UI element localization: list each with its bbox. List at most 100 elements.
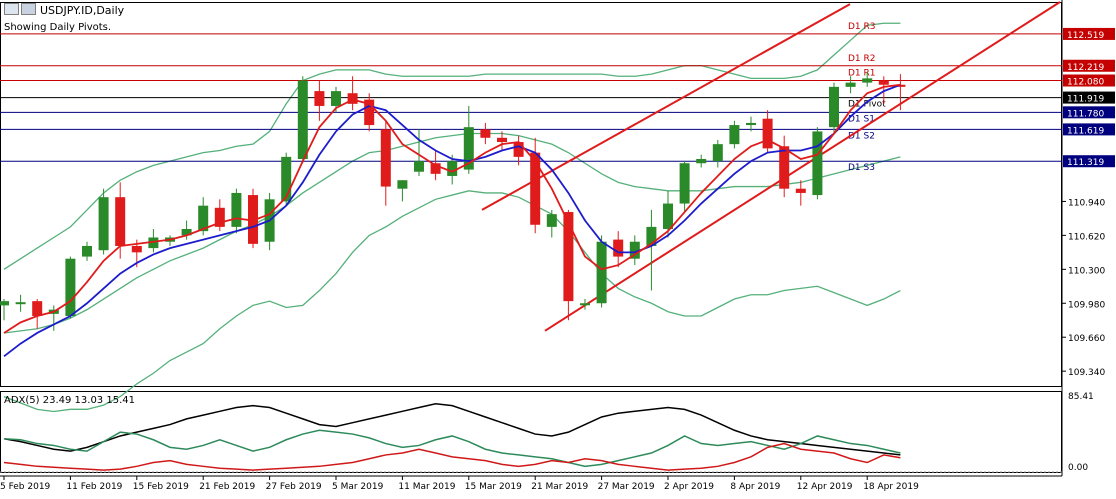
- pivot-name-label: D1 R2: [848, 54, 876, 64]
- price-tick-label: 110.940: [1068, 198, 1105, 208]
- pivot-price-label: 112.219: [1067, 63, 1104, 73]
- pivot-price-tag: [1063, 91, 1115, 104]
- candle-body: [679, 163, 690, 204]
- candle-body: [15, 302, 26, 305]
- candle-body: [480, 129, 491, 138]
- pivot-name-label: D1 R3: [848, 22, 876, 32]
- candle-body: [746, 122, 756, 126]
- chart-window-icon: [4, 3, 19, 15]
- adx-tick-label: 85.41: [1068, 392, 1094, 402]
- bollinger-lower-line: [3, 190, 901, 413]
- candle-body: [613, 239, 624, 257]
- candle-body: [530, 152, 541, 225]
- candle-body: [762, 118, 773, 149]
- candle-body: [447, 161, 458, 176]
- candle-body: [131, 245, 142, 253]
- adx-tick-label: 0.00: [1068, 463, 1088, 473]
- candle-body: [629, 241, 640, 259]
- date-tick-label: 21 Mar 2019: [531, 482, 588, 492]
- adx-main-line: [3, 402, 901, 456]
- pivot-indicator-caption: Showing Daily Pivots.: [4, 22, 112, 33]
- bollinger-upper-line: [3, 22, 901, 270]
- candle-body: [463, 127, 474, 170]
- chart-type-icon: [21, 3, 36, 15]
- pivot-price-label: 111.780: [1067, 109, 1104, 119]
- date-tick-label: 27 Feb 2019: [266, 482, 322, 492]
- lower-channel-line: [544, 1, 1061, 332]
- date-tick-label: 21 Feb 2019: [199, 482, 255, 492]
- candle-body: [65, 258, 76, 316]
- candle-body: [214, 207, 225, 227]
- candle-body: [729, 125, 740, 145]
- date-tick-label: 8 Apr 2019: [730, 482, 780, 492]
- adx-minus-di-line: [3, 442, 901, 471]
- candle-body: [878, 80, 889, 85]
- pivot-price-label: 111.619: [1067, 126, 1104, 136]
- date-tick-label: 18 Apr 2019: [863, 482, 919, 492]
- candle-body: [248, 195, 258, 244]
- candle-body: [148, 237, 159, 249]
- candle-body: [181, 229, 192, 236]
- moving-average-blue: [3, 83, 901, 358]
- price-tick-label: 109.660: [1068, 334, 1105, 344]
- candle-body: [862, 78, 873, 83]
- candle-body: [115, 197, 126, 246]
- pivot-price-label: 112.080: [1067, 77, 1104, 87]
- pivot-name-label: D1 S1: [848, 114, 875, 124]
- date-tick-label: 5 Mar 2019: [332, 482, 384, 492]
- candle-body: [513, 142, 524, 157]
- pivot-price-tag: [1063, 155, 1115, 168]
- pivot-price-tag: [1063, 27, 1115, 40]
- candle-body: [198, 205, 209, 232]
- pivot-name-label: D1 S3: [848, 163, 875, 173]
- adx-indicator-title: ADX(5) 23.49 13.03 15.41: [4, 395, 135, 406]
- candle-body: [297, 80, 308, 159]
- candle-body: [779, 146, 790, 189]
- candle-body: [314, 91, 325, 106]
- price-tick-label: 110.620: [1068, 232, 1105, 242]
- candle-body: [380, 129, 391, 187]
- candle-body: [0, 301, 9, 306]
- date-tick-label: 12 Apr 2019: [797, 482, 853, 492]
- candle-body: [845, 82, 856, 87]
- candle-body: [580, 303, 590, 306]
- candle-body: [596, 241, 607, 304]
- candle-body: [712, 144, 723, 162]
- candle-body: [795, 188, 806, 193]
- pivot-name-label: D1 S2: [848, 131, 875, 141]
- date-tick-label: 15 Feb 2019: [133, 482, 189, 492]
- date-tick-label: 2 Apr 2019: [664, 482, 714, 492]
- candle-body: [397, 180, 408, 189]
- pivot-price-label: 111.919: [1067, 95, 1104, 105]
- price-tick-label: 109.980: [1068, 300, 1105, 310]
- pivot-name-label: D1 R1: [848, 68, 876, 78]
- pivot-price-tag: [1063, 74, 1115, 87]
- candle-body: [414, 161, 424, 172]
- date-tick-label: 5 Feb 2019: [0, 482, 51, 492]
- candle-body: [430, 163, 441, 174]
- pivot-price-tag: [1063, 106, 1115, 119]
- pivot-price-tag: [1063, 59, 1115, 72]
- candle-body: [347, 93, 358, 104]
- date-tick-label: 11 Mar 2019: [398, 482, 455, 492]
- candle-body: [563, 212, 574, 302]
- price-tick-label: 110.300: [1068, 266, 1105, 276]
- pivot-price-label: 112.519: [1067, 31, 1104, 41]
- candle-body: [98, 197, 109, 251]
- candle-body: [895, 84, 906, 87]
- candle-body: [663, 203, 673, 230]
- pivot-price-tag: [1063, 123, 1115, 136]
- candle-body: [696, 158, 707, 164]
- candle-body: [829, 86, 839, 128]
- bollinger-middle-line: [3, 132, 901, 334]
- candle-body: [646, 226, 657, 246]
- candle-body: [331, 91, 341, 106]
- pivot-price-label: 111.319: [1067, 158, 1104, 168]
- candle-body: [364, 99, 375, 126]
- candle-body: [231, 192, 242, 227]
- moving-average-red: [3, 83, 901, 334]
- candle-body: [812, 131, 823, 196]
- date-tick-label: 15 Mar 2019: [465, 482, 522, 492]
